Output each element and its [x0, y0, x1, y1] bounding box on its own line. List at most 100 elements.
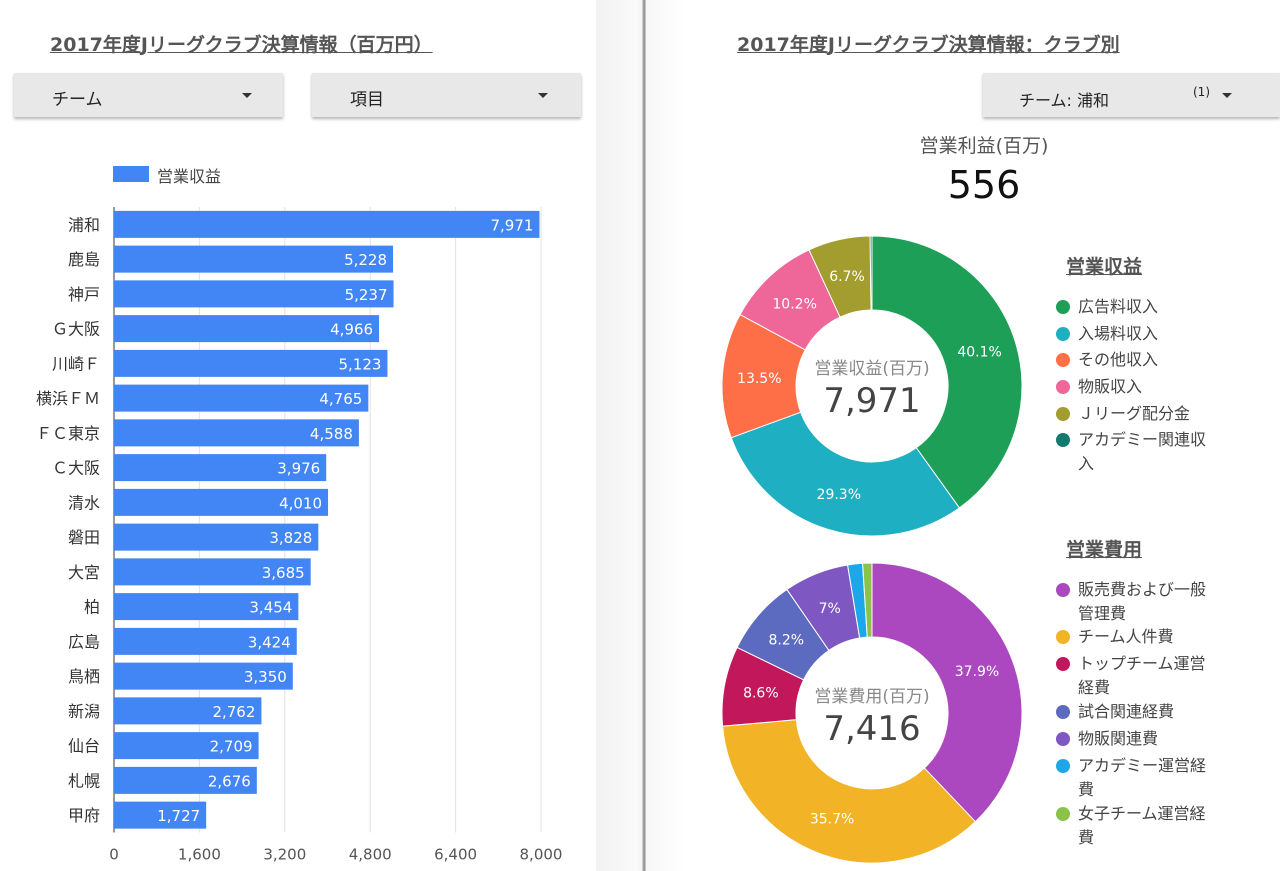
club-title: 2017年度Jリーグクラブ決算情報：クラブ別 — [737, 34, 1120, 56]
slice-label: 10.2% — [772, 297, 816, 313]
bar[interactable] — [114, 662, 293, 690]
legend-item[interactable]: 試合関連経費 — [1056, 700, 1231, 724]
bar-value-label: 7,971 — [490, 216, 533, 234]
legend-item[interactable]: アカデミー関連収入 — [1056, 428, 1231, 476]
pie-slice[interactable] — [871, 235, 1023, 509]
legend-dot-icon — [1056, 433, 1070, 447]
bar[interactable] — [114, 697, 262, 725]
bar[interactable] — [114, 210, 540, 238]
revenue-legend-title: 営業収益 — [1066, 256, 1143, 278]
bar-value-label: 3,350 — [244, 668, 287, 686]
revenue-donut-chart: 40.1% 29.3% 13.5% 10.2% 6.7% — [721, 235, 1023, 537]
expense-legend-title: 営業費用 — [1066, 539, 1143, 561]
slice-label: 13.5% — [737, 371, 781, 387]
legend-item[interactable]: 物販収入 — [1056, 375, 1231, 399]
chevron-down-icon — [242, 93, 252, 98]
legend-item[interactable]: その他収入 — [1056, 348, 1231, 372]
item-dropdown-label: 項目 — [350, 90, 384, 110]
legend-label: 入場料収入 — [1078, 324, 1159, 343]
bar[interactable] — [114, 801, 207, 829]
revenue-center-value: 7,971 — [823, 381, 921, 421]
bar[interactable] — [114, 627, 297, 655]
legend-item[interactable]: Ｊリーグ配分金 — [1056, 402, 1231, 426]
x-tick-label: 4,800 — [349, 846, 392, 864]
pie-slice[interactable] — [869, 235, 873, 311]
slice-label: 37.9% — [955, 664, 999, 680]
bar-value-label: 3,454 — [249, 599, 292, 617]
bar-value-label: 4,765 — [319, 390, 362, 408]
legend-label: 販売費および一般 管理費 — [1078, 580, 1207, 623]
bar[interactable] — [114, 558, 311, 586]
chevron-down-icon — [538, 93, 548, 98]
item-dropdown[interactable]: 項目 — [312, 73, 581, 117]
team-filter-value: 浦和 — [1077, 91, 1110, 110]
legend-dot-icon — [1056, 657, 1070, 671]
slice-label: 40.1% — [957, 344, 1001, 360]
bar[interactable] — [114, 419, 359, 447]
bar-value-label: 4,966 — [330, 321, 373, 339]
panel-divider — [596, 0, 686, 871]
legend-dot-icon — [1056, 759, 1070, 773]
legend-label: アカデミー運営経費 — [1078, 756, 1207, 799]
pie-slice[interactable] — [722, 719, 977, 864]
expense-center-value: 7,416 — [823, 709, 921, 749]
bar[interactable] — [114, 732, 259, 760]
legend-dot-icon — [1056, 583, 1070, 597]
team-filter-dropdown[interactable]: チーム: 浦和 (1) — [983, 73, 1280, 117]
bar-value-label: 4,010 — [279, 494, 322, 512]
category-label: ＦＣ東京 — [36, 424, 100, 443]
legend-item[interactable]: 物販関連費 — [1056, 727, 1231, 751]
right-panel: 2017年度Jリーグクラブ決算情報：クラブ別 チーム: 浦和 (1) 営業利益(… — [686, 0, 1280, 871]
bar-chart: 0 1,600 3,200 4,800 6,400 8,000 浦和 7,971 鹿島 5,228… — [36, 207, 563, 864]
bar[interactable] — [114, 454, 327, 482]
x-tick-label: 8,000 — [520, 846, 563, 864]
legend-label: チーム人件費 — [1078, 627, 1174, 646]
category-label: Ｇ大阪 — [52, 320, 100, 339]
category-label: 鹿島 — [68, 250, 100, 269]
team-dropdown[interactable]: チーム — [14, 73, 283, 117]
bar-value-label: 5,123 — [338, 355, 381, 373]
bar[interactable] — [114, 349, 388, 377]
legend-item[interactable]: 入場料収入 — [1056, 322, 1231, 346]
category-label: 柏 — [84, 598, 100, 617]
bar-value-label: 5,237 — [345, 286, 388, 304]
slice-label: 29.3% — [817, 487, 861, 503]
slice-label: 8.2% — [769, 632, 805, 648]
category-label: 甲府 — [68, 806, 100, 825]
pie-slice[interactable] — [862, 562, 873, 638]
bar-value-label: 2,676 — [208, 772, 251, 790]
bar[interactable] — [114, 766, 257, 794]
bar[interactable] — [114, 280, 394, 308]
legend-swatch — [113, 166, 149, 182]
legend-item[interactable]: アカデミー運営経費 — [1056, 754, 1231, 802]
legend-item[interactable]: 広告料収入 — [1056, 295, 1231, 319]
bar[interactable] — [114, 245, 394, 273]
category-label: 鳥栖 — [68, 667, 100, 686]
expense-donut-chart: 37.9% 35.7% 8.6% 8.2% 7% — [721, 562, 1023, 864]
legend-dot-icon — [1056, 630, 1070, 644]
legend-item[interactable]: 女子チーム運営経費 — [1056, 802, 1231, 850]
x-tick-label: 3,200 — [263, 846, 306, 864]
pie-slice[interactable] — [871, 562, 1023, 823]
bar-value-label: 3,828 — [269, 529, 312, 547]
bar[interactable] — [114, 523, 319, 551]
category-label: 清水 — [68, 493, 100, 512]
legend-item[interactable]: 販売費および一般 管理費 — [1056, 578, 1231, 626]
bar[interactable] — [114, 593, 299, 621]
bar[interactable] — [114, 315, 380, 343]
legend-label: その他収入 — [1078, 350, 1159, 369]
category-label: 浦和 — [68, 215, 100, 234]
legend-dot-icon — [1056, 807, 1070, 821]
x-tick-label: 0 — [109, 846, 119, 864]
pie-slice[interactable] — [730, 411, 961, 537]
revenue-center-label: 営業収益(百万) — [814, 359, 930, 379]
bar-value-label: 4,588 — [310, 425, 353, 443]
legend-dot-icon — [1056, 300, 1070, 314]
bar[interactable] — [114, 488, 329, 516]
legend-item[interactable]: チーム人件費 — [1056, 625, 1231, 649]
team-filter-label: チーム: 浦和 — [1019, 91, 1110, 110]
bar[interactable] — [114, 384, 369, 412]
legend-label: トップチーム運営 経費 — [1078, 654, 1206, 697]
category-label: 磐田 — [68, 528, 100, 547]
legend-item[interactable]: トップチーム運営 経費 — [1056, 652, 1231, 700]
